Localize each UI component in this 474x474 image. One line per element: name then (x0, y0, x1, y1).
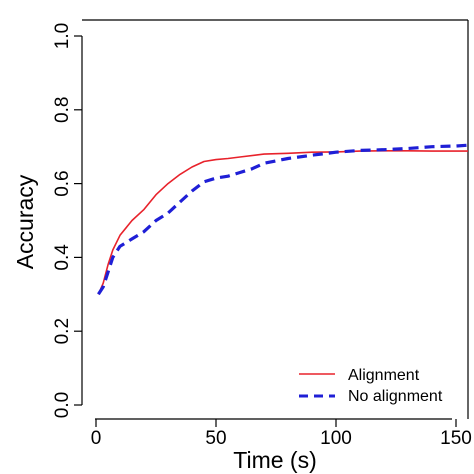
series-line-no-alignment (97, 143, 469, 296)
y-tick-label: 0.8 (52, 97, 73, 123)
x-tick-label: 100 (320, 428, 352, 449)
y-axis-title: Accuracy (12, 174, 38, 269)
y-axis-ticks: 0.0 0.2 0.4 0.6 0.8 1.0 (52, 23, 82, 418)
y-tick-label: 0.0 (52, 392, 73, 418)
legend-label-no-alignment: No alignment (348, 388, 443, 405)
x-tick-label: 50 (205, 428, 226, 449)
y-tick-label: 1.0 (52, 23, 73, 49)
y-tick-label: 0.4 (52, 244, 73, 271)
legend-label-alignment: Alignment (348, 367, 420, 384)
x-axis-ticks: 0 50 100 150 (91, 419, 472, 449)
y-tick-label: 0.6 (52, 170, 73, 196)
legend: Alignment No alignment (299, 367, 443, 405)
series-line-alignment (97, 150, 468, 295)
y-tick-label: 0.2 (52, 318, 73, 344)
x-axis-title: Time (s) (233, 447, 316, 473)
series-lines (97, 143, 469, 296)
x-tick-label: 0 (91, 428, 102, 449)
x-tick-label: 150 (440, 428, 472, 449)
